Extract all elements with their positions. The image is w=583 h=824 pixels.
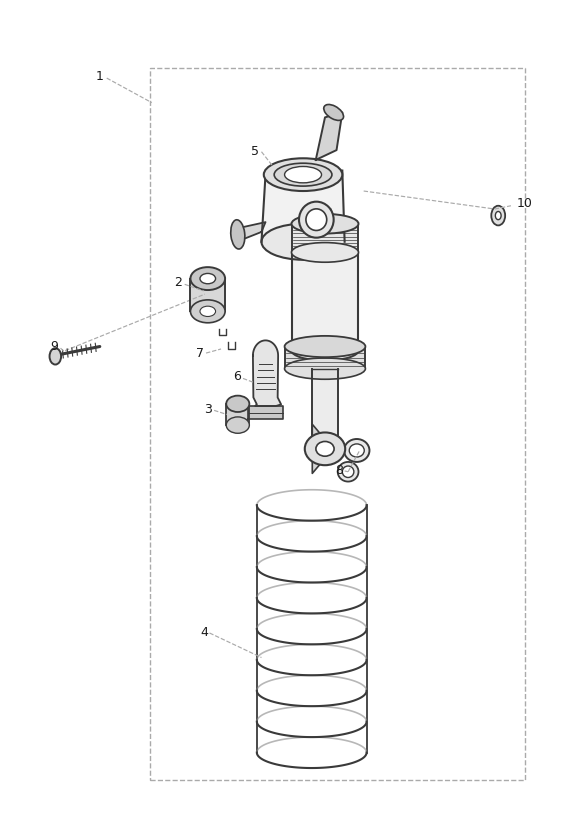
Text: 7: 7 [196, 347, 203, 359]
Ellipse shape [285, 358, 366, 379]
Ellipse shape [299, 202, 333, 237]
Ellipse shape [226, 396, 250, 412]
Ellipse shape [200, 307, 216, 316]
Ellipse shape [261, 224, 345, 260]
Ellipse shape [191, 267, 225, 290]
Ellipse shape [292, 341, 359, 360]
Ellipse shape [191, 300, 225, 323]
Polygon shape [312, 424, 319, 473]
Circle shape [496, 212, 501, 220]
Polygon shape [319, 209, 331, 222]
Text: 5: 5 [251, 145, 259, 158]
Ellipse shape [324, 105, 343, 120]
Polygon shape [316, 112, 342, 160]
Ellipse shape [231, 220, 245, 249]
Ellipse shape [285, 166, 322, 183]
Polygon shape [285, 347, 366, 368]
Ellipse shape [226, 417, 250, 433]
Text: 4: 4 [200, 626, 208, 639]
Ellipse shape [342, 466, 354, 477]
Text: 6: 6 [233, 370, 241, 383]
Ellipse shape [285, 336, 366, 357]
Ellipse shape [338, 462, 359, 481]
Text: 9: 9 [50, 340, 58, 353]
Text: 10: 10 [517, 197, 533, 210]
Polygon shape [191, 279, 225, 311]
Text: 2: 2 [174, 276, 182, 289]
Text: 3: 3 [204, 403, 212, 416]
Ellipse shape [344, 439, 370, 462]
Text: 8: 8 [335, 465, 343, 477]
Polygon shape [292, 224, 359, 252]
Ellipse shape [274, 163, 332, 186]
Circle shape [491, 206, 505, 226]
Ellipse shape [264, 158, 342, 191]
Ellipse shape [292, 214, 359, 233]
Text: 1: 1 [96, 70, 104, 83]
Polygon shape [237, 222, 265, 241]
Polygon shape [253, 340, 281, 406]
Circle shape [50, 349, 61, 364]
Polygon shape [226, 404, 250, 425]
Ellipse shape [306, 208, 326, 231]
Polygon shape [312, 368, 338, 439]
Polygon shape [261, 171, 345, 241]
Ellipse shape [292, 242, 359, 262]
Polygon shape [248, 406, 283, 419]
Ellipse shape [200, 274, 216, 283]
Bar [150, 68, 525, 780]
Polygon shape [292, 252, 359, 351]
Ellipse shape [316, 442, 334, 456]
Ellipse shape [305, 433, 345, 466]
Ellipse shape [349, 444, 364, 457]
